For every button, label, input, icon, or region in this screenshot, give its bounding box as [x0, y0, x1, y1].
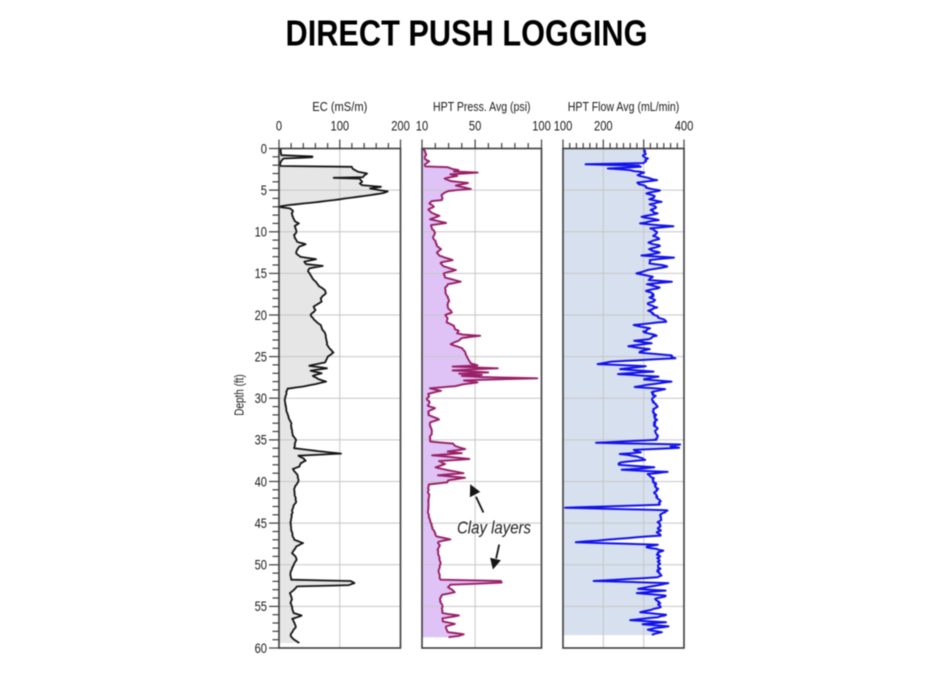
svg-text:15: 15	[255, 265, 268, 281]
svg-text:0: 0	[261, 140, 267, 156]
svg-text:0: 0	[276, 118, 282, 134]
svg-text:60: 60	[255, 640, 268, 656]
svg-text:EC (mS/m): EC (mS/m)	[312, 100, 367, 114]
svg-text:25: 25	[255, 348, 268, 364]
svg-text:55: 55	[255, 598, 268, 614]
svg-text:10: 10	[416, 118, 429, 134]
svg-text:100: 100	[554, 118, 573, 134]
svg-text:HPT Flow Avg (mL/min): HPT Flow Avg (mL/min)	[568, 100, 680, 114]
svg-text:20: 20	[255, 307, 268, 323]
svg-text:50: 50	[469, 118, 482, 134]
svg-text:400: 400	[675, 118, 694, 134]
svg-text:35: 35	[255, 432, 268, 448]
svg-text:DIRECT PUSH LOGGING: DIRECT PUSH LOGGING	[286, 13, 648, 54]
svg-text:5: 5	[261, 182, 267, 198]
svg-text:50: 50	[255, 557, 268, 573]
svg-text:45: 45	[255, 515, 268, 531]
svg-text:200: 200	[391, 118, 410, 134]
svg-text:200: 200	[594, 118, 613, 134]
svg-text:30: 30	[255, 390, 268, 406]
svg-text:40: 40	[255, 473, 268, 489]
svg-text:10: 10	[255, 224, 268, 240]
svg-text:Depth (ft): Depth (ft)	[233, 374, 247, 416]
svg-text:HPT Press. Avg (psi): HPT Press. Avg (psi)	[433, 100, 531, 114]
svg-text:100: 100	[331, 118, 350, 134]
svg-text:100: 100	[532, 118, 551, 134]
svg-text:Clay layers: Clay layers	[457, 518, 531, 538]
